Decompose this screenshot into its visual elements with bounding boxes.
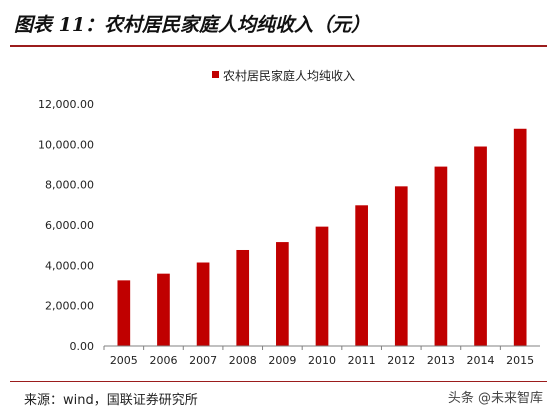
bar-chart: 农村居民家庭人均纯收入 0.00 2,000.00 4,000.00 6,000.00… bbox=[38, 68, 540, 367]
bar-2013 bbox=[434, 166, 448, 346]
x-tick-label: 2010 bbox=[308, 354, 336, 367]
legend-label: 农村居民家庭人均纯收入 bbox=[223, 68, 355, 83]
y-tick-label: 4,000.00 bbox=[45, 259, 94, 272]
x-tick-label: 2007 bbox=[189, 354, 217, 367]
bar-2008 bbox=[236, 249, 250, 346]
source-note: 来源：wind，国联证券研究所 bbox=[24, 393, 198, 408]
bar-2011 bbox=[355, 205, 368, 346]
bar-2005 bbox=[117, 280, 131, 346]
x-tick-label: 2006 bbox=[149, 354, 177, 367]
legend-swatch bbox=[212, 71, 219, 78]
bar-2010 bbox=[315, 226, 329, 346]
bar-2006 bbox=[157, 273, 170, 346]
x-tick-label: 2008 bbox=[229, 354, 257, 367]
page-title: 图表 11：农村居民家庭人均纯收入（元） bbox=[14, 14, 371, 36]
y-tick-label: 6,000.00 bbox=[45, 219, 94, 232]
x-tick-label: 2005 bbox=[110, 354, 138, 367]
x-tick-label: 2011 bbox=[348, 354, 376, 367]
title-divider bbox=[10, 45, 547, 47]
y-tick-label: 0.00 bbox=[70, 340, 95, 353]
footer-divider bbox=[10, 381, 547, 382]
chart-legend: 农村居民家庭人均纯收入 bbox=[212, 68, 355, 83]
watermark: 头条 @未来智库 bbox=[443, 386, 547, 407]
bars bbox=[117, 128, 527, 346]
bar-2015 bbox=[513, 128, 527, 346]
x-tick-label: 2012 bbox=[387, 354, 415, 367]
x-tick-label: 2015 bbox=[506, 354, 534, 367]
y-tick-label: 8,000.00 bbox=[45, 179, 94, 192]
y-tick-label: 2,000.00 bbox=[45, 300, 94, 313]
bar-2009 bbox=[276, 242, 289, 346]
x-axis: 2005 2006 2007 2008 2009 2010 2011 2012 2013 2014… bbox=[103, 346, 534, 367]
y-tick-label: 12,000.00 bbox=[38, 98, 94, 111]
bar-2012 bbox=[394, 186, 408, 346]
y-axis: 0.00 2,000.00 4,000.00 6,000.00 8,000.00 10,0… bbox=[38, 98, 94, 353]
bar-2007 bbox=[196, 262, 210, 346]
bar-2014 bbox=[474, 146, 487, 346]
y-tick-label: 10,000.00 bbox=[38, 138, 94, 151]
x-tick-label: 2014 bbox=[467, 354, 495, 367]
x-tick-label: 2013 bbox=[427, 354, 455, 367]
x-tick-label: 2009 bbox=[268, 354, 296, 367]
